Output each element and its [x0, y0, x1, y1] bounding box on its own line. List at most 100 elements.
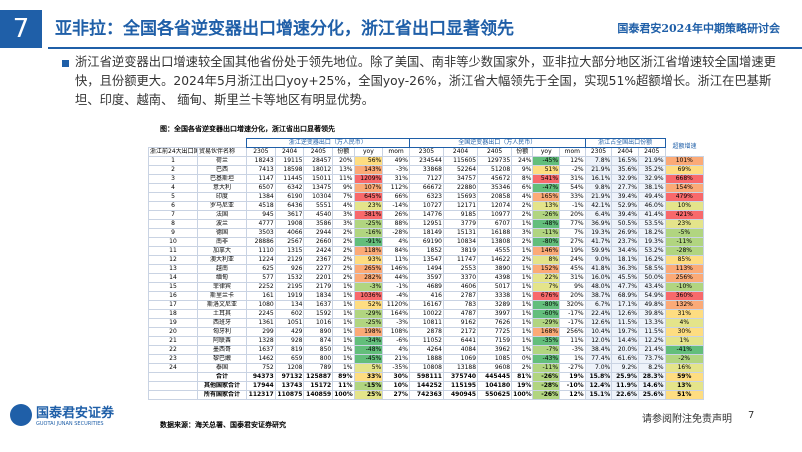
table-cell: 5017 [477, 282, 513, 292]
table-cell: -34% [353, 336, 384, 346]
table-cell: 1% [559, 354, 586, 364]
table-cell: 429 [274, 327, 305, 337]
table-cell: 21 [148, 336, 198, 346]
table-cell: 波兰 [196, 219, 247, 229]
column-header: yoy [532, 147, 561, 157]
table-row: 9 德国 3503 4066 2944 2% -16% -28% 18149 15131 16188… [148, 228, 705, 238]
table-cell: 3% [332, 210, 355, 220]
table-cell: 匈牙利 [196, 327, 247, 337]
table-cell: 1 [148, 156, 198, 166]
table-cell: 7626 [477, 318, 513, 328]
column-header: 2305 [245, 147, 276, 157]
table-row: 7 法国 945 3617 4540 3% 381% 26% 14776 9185 10977 2% -… [148, 210, 705, 220]
table-cell [148, 372, 198, 382]
table-cell: 598111 [408, 372, 444, 382]
table-cell: 7159 [477, 336, 513, 346]
table-cell: -3% [353, 282, 384, 292]
table-cell: 93% [353, 255, 384, 265]
table-cell: 381% [353, 210, 384, 220]
table-cell: 164% [382, 309, 410, 319]
table-cell: 12074 [477, 201, 513, 211]
table-cell: 3% [332, 219, 355, 229]
table-cell: 50.5% [611, 219, 639, 229]
table-cell: 4264 [408, 345, 444, 355]
table-cell: 9185 [442, 210, 479, 220]
table-cell: 1085 [477, 354, 513, 364]
table-row: 19 西班牙 1361 1051 1016 1% -25% -3% 10811 9162 7626 1… [148, 318, 705, 328]
table-cell: 19.3% [584, 228, 613, 238]
figure-caption: 图：全国各省逆变器出口增速分化，浙江省出口显著领先 [160, 125, 335, 133]
table-cell: 30% [664, 327, 705, 337]
table-cell: 荷兰 [196, 156, 247, 166]
table-cell: 33% [353, 372, 384, 382]
table-cell: 3338 [477, 291, 513, 301]
table-cell: 645% [353, 192, 384, 202]
table-cell: 11% [332, 381, 355, 391]
table-cell: 12171 [442, 201, 479, 211]
table-cell: 10834 [442, 237, 479, 247]
table-cell: 41.4% [637, 210, 666, 220]
table-cell: 14 [148, 273, 198, 283]
table-cell: 17.1% [611, 300, 639, 310]
table-cell: -25% [353, 219, 384, 229]
table-cell: 斯洛文尼亚 [196, 300, 247, 310]
table-cell: 3370 [442, 273, 479, 283]
table-cell: 3962 [477, 345, 513, 355]
table-cell: 18012 [303, 165, 334, 175]
table-cell: 13743 [274, 381, 305, 391]
table-cell: 19 [148, 318, 198, 328]
table-cell: 41.7% [584, 237, 613, 247]
table-cell: -6% [382, 336, 410, 346]
source-note: 数据来源：海关总署、国泰君安证券研究 [160, 421, 286, 429]
table-cell: -4% [382, 291, 410, 301]
table-cell: 1908 [274, 219, 305, 229]
table-cell: 168% [532, 327, 561, 337]
table-cell: 2% [332, 246, 355, 256]
table-row: 11 加拿大 1110 1315 2424 2% 118% 84% 1852 3819 4555 1%… [148, 246, 705, 256]
table-cell: 2% [332, 273, 355, 283]
table-cell: 13188 [442, 363, 479, 373]
column-header: 2305 [408, 147, 444, 157]
table-cell: -43% [532, 354, 561, 364]
table-cell: -1% [559, 201, 586, 211]
table-cell: 25.6% [637, 390, 666, 400]
table-cell: 南非 [196, 237, 247, 247]
table-cell: 2 [148, 165, 198, 175]
table-cell: 490945 [442, 390, 479, 400]
table-cell: 3586 [303, 219, 334, 229]
page-number-box: 7 [0, 10, 42, 48]
table-cell: 282% [353, 273, 384, 283]
table-cell: 1% [332, 309, 355, 319]
table-cell: 2% [511, 237, 534, 247]
column-header: 份额 [332, 147, 355, 157]
table-cell: 1036% [353, 291, 384, 301]
table-cell: 3779 [442, 219, 479, 229]
table-cell: -3% [382, 318, 410, 328]
table-cell: 9608 [477, 363, 513, 373]
table-row: 15 菲律宾 2252 2195 2179 1% -3% -1% 4689 4606 5017 1% 7… [148, 282, 705, 292]
table-cell: 2% [332, 255, 355, 265]
table-cell: -29% [353, 309, 384, 319]
table-cell: 2424 [303, 246, 334, 256]
table-cell: 10% [382, 381, 410, 391]
table-cell: 1% [511, 246, 534, 256]
table-cell: 47.7% [611, 282, 639, 292]
table-cell: 4% [332, 201, 355, 211]
table-cell: -25% [353, 318, 384, 328]
table-cell: 421% [664, 210, 705, 220]
table-cell: 234544 [408, 156, 444, 166]
table-cell: 59.9% [584, 246, 613, 256]
column-header: yoy [353, 147, 384, 157]
table-cell: -2% [664, 354, 705, 364]
table-cell: 66% [382, 192, 410, 202]
table-cell: 泰国 [196, 363, 247, 373]
table-cell: 602 [274, 309, 305, 319]
table-row: 16 斯里兰卡 161 1919 1834 1% 1036% -4% 416 2787 3338 1%… [148, 291, 705, 301]
table-cell: 59% [664, 372, 705, 382]
slide-title: 亚非拉：全国各省逆变器出口增速分化，浙江省出口显著领先 [55, 19, 514, 39]
table-cell: 108% [382, 327, 410, 337]
column-header: 2405 [637, 147, 666, 157]
table-cell: 20% [559, 291, 586, 301]
table-cell: 4 [148, 183, 198, 193]
table-cell: 4066 [274, 228, 305, 238]
